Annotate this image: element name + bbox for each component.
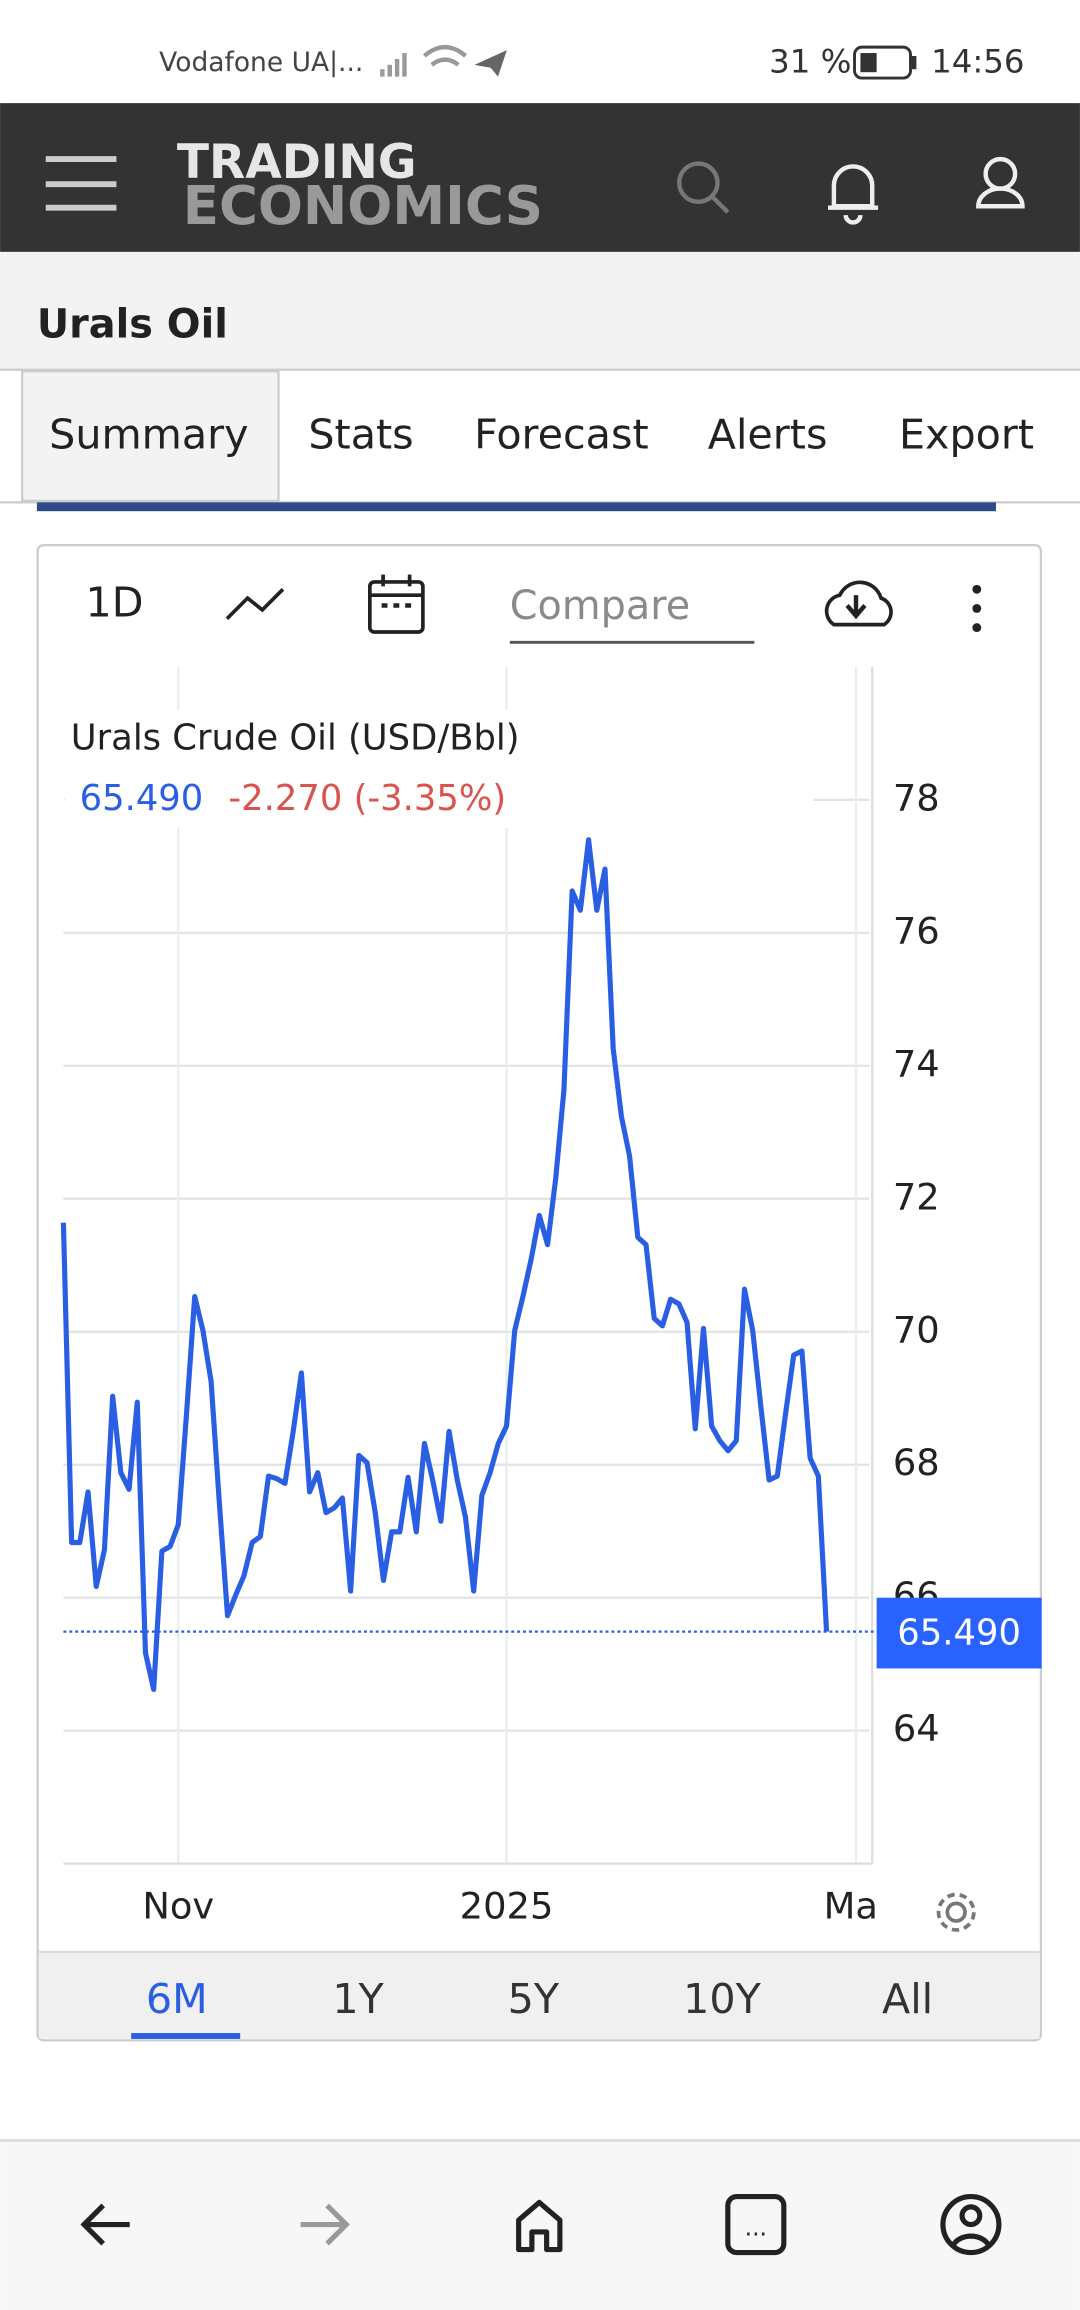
download-button[interactable] [824,580,893,627]
compare-input[interactable]: Compare [510,583,690,629]
battery-icon [853,45,917,80]
back-button[interactable] [80,2203,130,2246]
signal-icons [380,44,507,77]
y-tick-label: 78 [893,776,940,819]
tab-selected-bg [21,370,280,502]
title-bar [0,251,1080,370]
tab[interactable]: Stats [308,411,413,459]
change: -2.270 (-3.35%) [228,778,506,819]
settings-button[interactable] [936,1892,976,1932]
carrier: Vodafone UA|... [159,47,363,78]
tab[interactable]: Summary [49,411,248,459]
x-tick-label: Ma [824,1884,878,1927]
interval-button[interactable]: 1D [86,578,144,626]
range-button[interactable]: 6M [146,1975,208,2023]
tabs-button[interactable] [725,2193,787,2256]
account-button[interactable] [976,156,1025,209]
range-button[interactable]: All [882,1975,933,2023]
range-button[interactable]: 5Y [508,1975,560,2023]
range-button[interactable]: 10Y [683,1975,761,2023]
tab[interactable]: Forecast [474,411,649,459]
price-tag-label: 65.490 [897,1613,1021,1654]
page-title: Urals Oil [37,302,228,348]
price: 65.490 [80,778,204,819]
alerts-button[interactable] [828,164,879,225]
more-button[interactable] [972,584,982,633]
y-tick-label: 72 [893,1175,940,1218]
chart-type-button[interactable] [225,587,285,621]
home-button[interactable] [516,2199,563,2253]
bottom-nav [0,2140,1080,2310]
y-tick-label: 64 [893,1707,940,1750]
y-tick-label: 68 [893,1441,940,1484]
tab[interactable]: Export [899,411,1034,459]
price-line [60,837,830,1693]
chart-card [36,543,1042,2042]
y-tick-label: 76 [893,909,940,952]
tabs-button-text: ... [745,2213,767,2241]
clock: 14:56 [931,42,1024,80]
logo-bottom[interactable]: ECONOMICS [183,175,543,237]
range-bar [39,1952,1040,2039]
x-tick-label: Nov [142,1884,214,1927]
tab[interactable]: Alerts [708,411,828,459]
logo-top[interactable]: TRADING [177,135,417,190]
profile-button[interactable] [940,2193,1002,2256]
range-selected-underline [131,2033,241,2039]
battery-text: 31 % [769,42,851,80]
y-tick-label: 70 [893,1308,940,1351]
menu-button[interactable] [45,156,117,211]
search-button[interactable] [677,161,730,214]
range-button[interactable]: 1Y [332,1975,384,2023]
app-header [0,103,1080,252]
legend-bg [64,710,814,828]
price-tag [876,1597,1042,1669]
chart-title: Urals Crude Oil (USD/Bbl) [71,718,520,759]
accent-bar [36,502,996,512]
y-tick-label: 74 [893,1042,940,1085]
forward-button[interactable] [300,2203,350,2246]
date-button[interactable] [368,574,425,634]
x-tick-label: 2025 [460,1884,554,1927]
